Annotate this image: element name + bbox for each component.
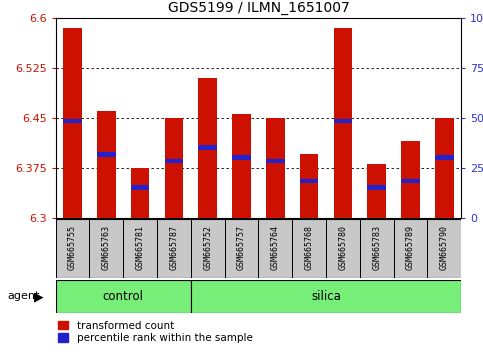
Bar <box>97 152 115 157</box>
Bar <box>300 154 318 218</box>
Bar <box>123 219 157 278</box>
Bar <box>435 155 454 160</box>
Bar <box>191 219 225 278</box>
Bar <box>232 155 251 160</box>
Bar <box>258 219 292 278</box>
Bar <box>394 219 427 278</box>
Bar <box>266 118 284 218</box>
Text: control: control <box>103 290 143 303</box>
Text: GSM665790: GSM665790 <box>440 225 449 270</box>
Bar <box>360 219 394 278</box>
Bar <box>56 280 191 313</box>
Bar <box>435 118 454 218</box>
Text: silica: silica <box>311 290 341 303</box>
Bar <box>334 28 352 218</box>
Legend: transformed count, percentile rank within the sample: transformed count, percentile rank withi… <box>56 319 255 345</box>
Bar <box>131 168 149 218</box>
Text: GSM665764: GSM665764 <box>271 225 280 270</box>
Bar <box>225 219 258 278</box>
Bar <box>157 219 191 278</box>
Bar <box>368 185 386 190</box>
Bar <box>232 114 251 218</box>
Bar <box>199 145 217 150</box>
Bar <box>334 119 352 124</box>
Text: ▶: ▶ <box>34 290 43 303</box>
Text: GSM665787: GSM665787 <box>170 225 178 270</box>
Title: GDS5199 / ILMN_1651007: GDS5199 / ILMN_1651007 <box>168 1 349 15</box>
Text: GSM665757: GSM665757 <box>237 225 246 270</box>
Bar <box>300 179 318 183</box>
Bar <box>326 219 360 278</box>
Text: agent: agent <box>7 291 40 302</box>
Bar <box>131 185 149 190</box>
Bar <box>97 111 115 218</box>
Text: GSM665780: GSM665780 <box>339 225 347 270</box>
Bar <box>266 159 284 164</box>
Bar <box>89 219 123 278</box>
Bar <box>165 159 183 164</box>
Bar <box>199 78 217 218</box>
Text: GSM665781: GSM665781 <box>136 225 144 270</box>
Bar <box>63 28 82 218</box>
Bar <box>368 164 386 218</box>
Bar <box>191 280 461 313</box>
Bar <box>56 219 89 278</box>
Bar <box>427 219 461 278</box>
Text: GSM665768: GSM665768 <box>305 225 313 270</box>
Bar <box>63 119 82 124</box>
Text: GSM665763: GSM665763 <box>102 225 111 270</box>
Bar <box>165 118 183 218</box>
Text: GSM665783: GSM665783 <box>372 225 381 270</box>
Bar <box>292 219 326 278</box>
Text: GSM665789: GSM665789 <box>406 225 415 270</box>
Text: GSM665752: GSM665752 <box>203 225 212 270</box>
Bar <box>401 179 420 183</box>
Text: GSM665755: GSM665755 <box>68 225 77 270</box>
Bar <box>401 141 420 218</box>
